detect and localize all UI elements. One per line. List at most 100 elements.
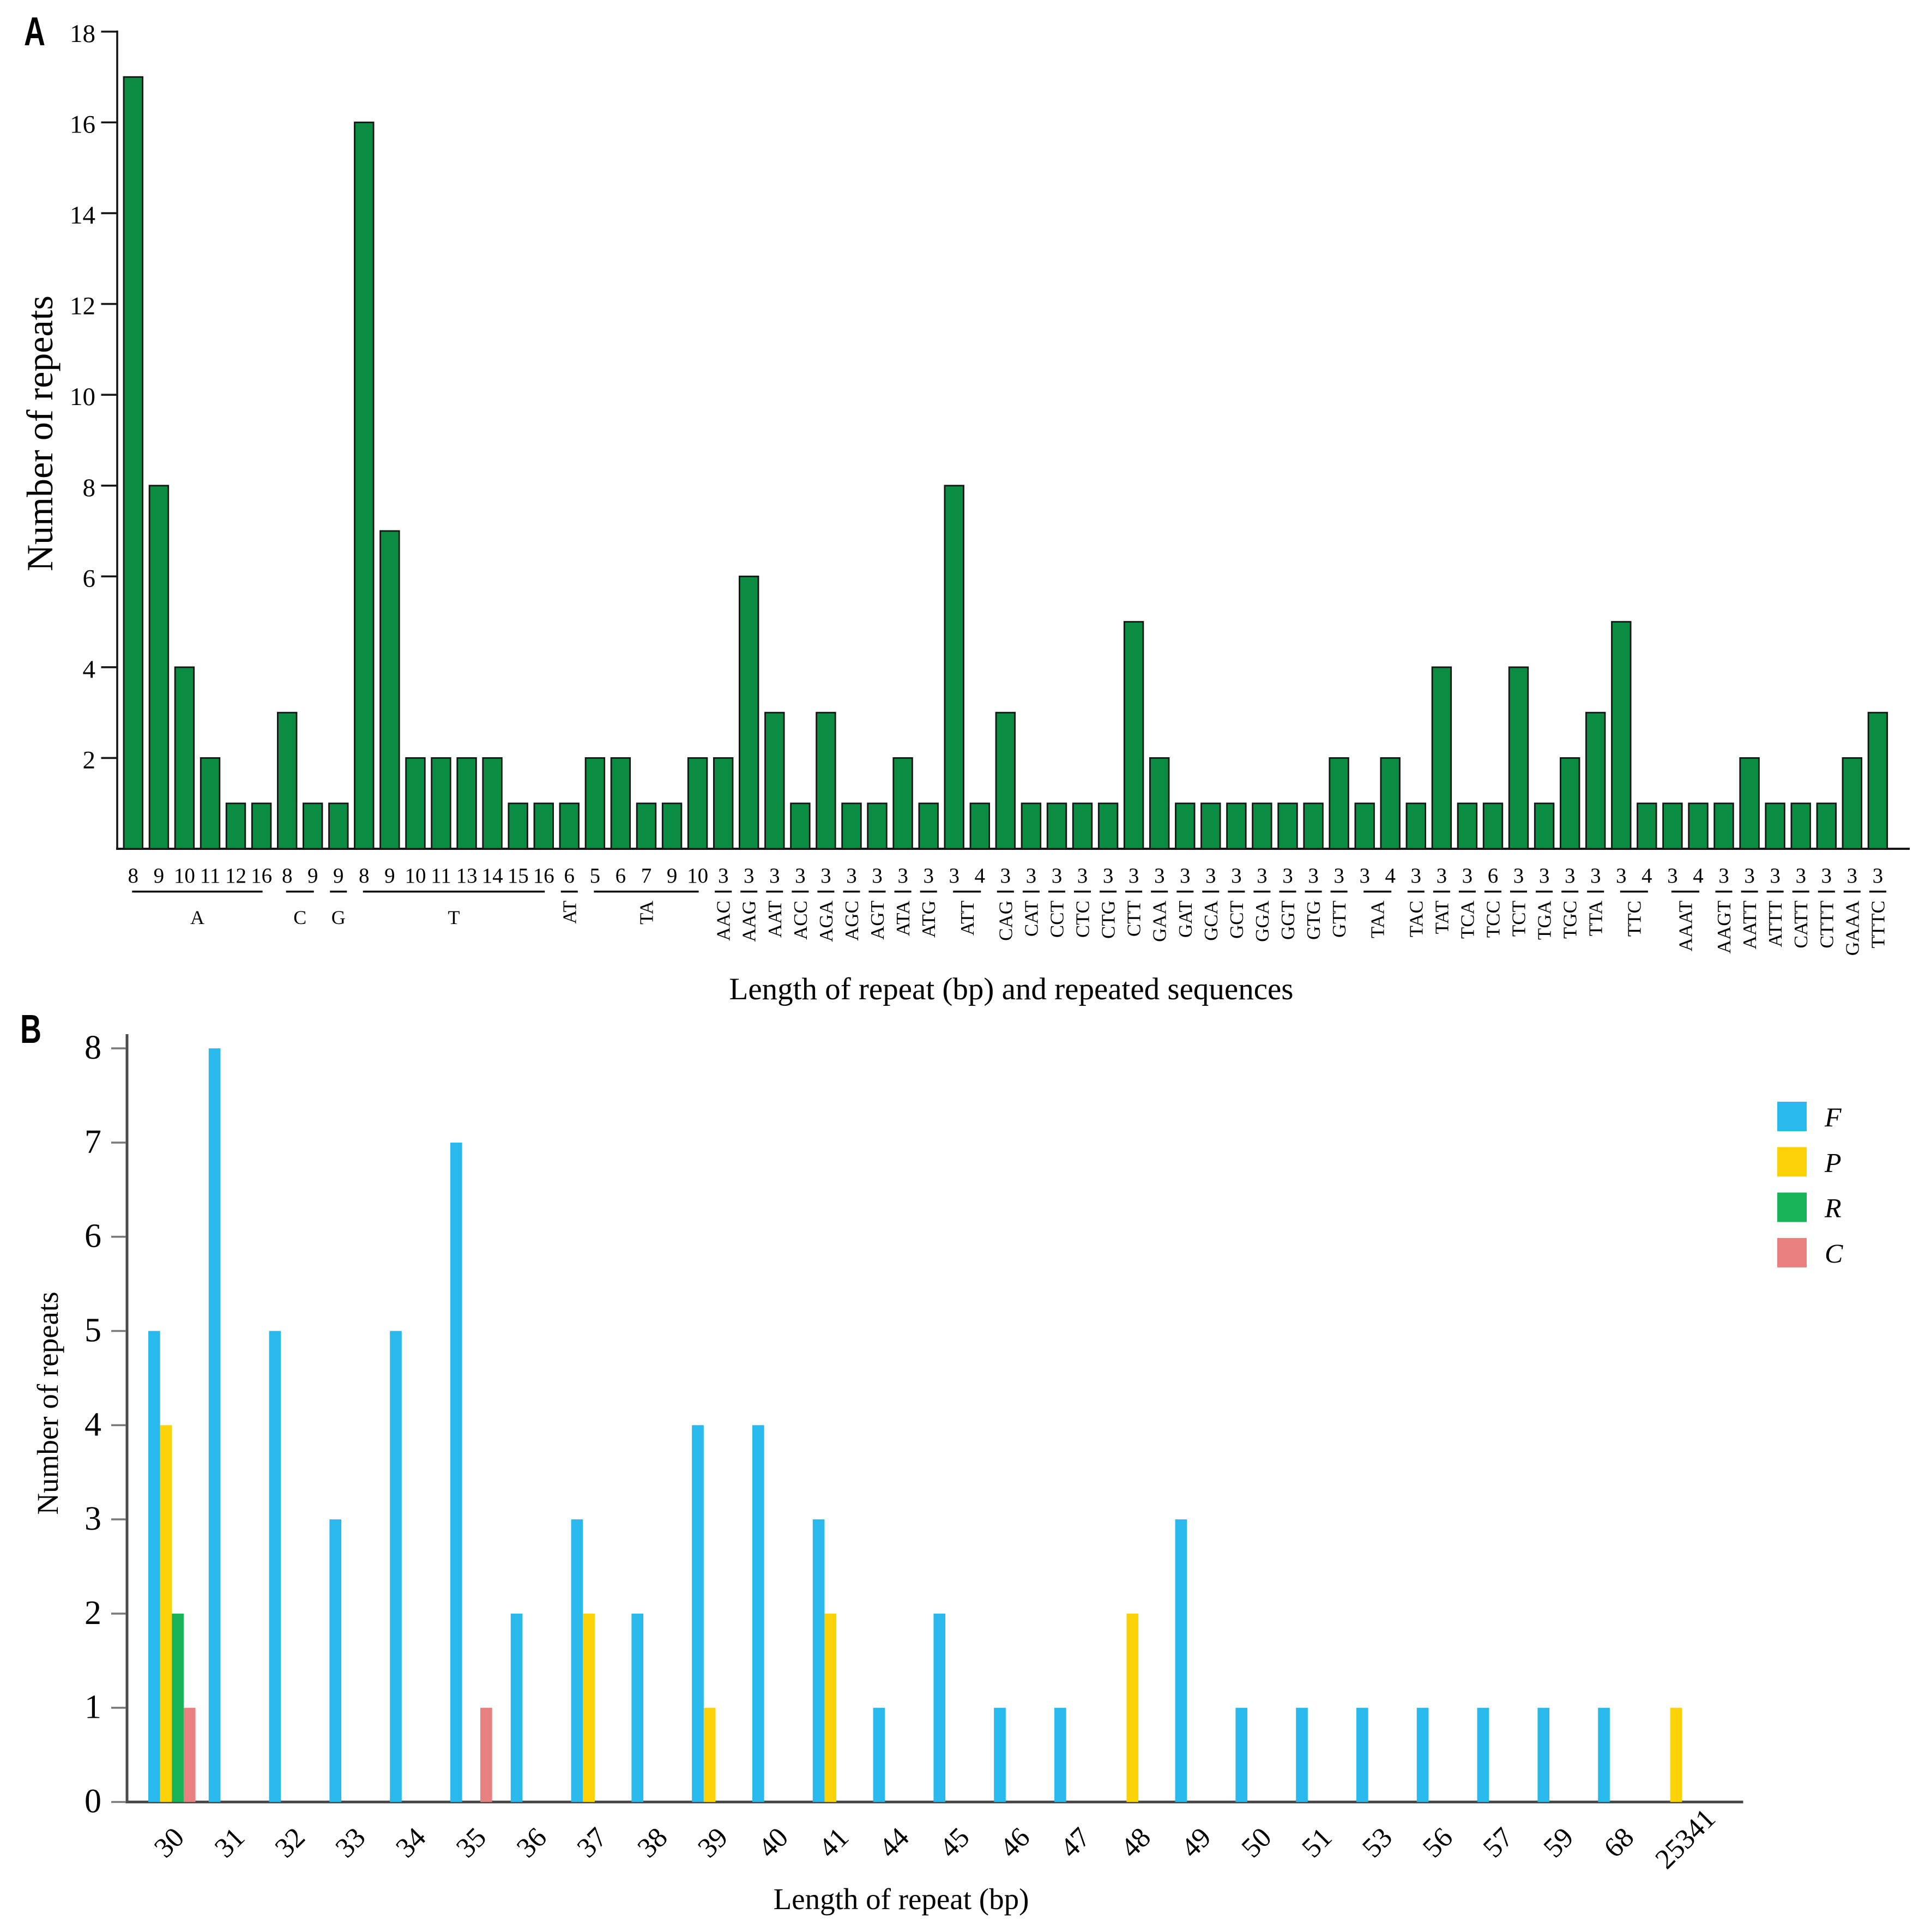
svg-text:TTA: TTA [1585,900,1607,936]
svg-text:AGT: AGT [867,901,888,940]
svg-text:36: 36 [511,1822,553,1864]
svg-text:41: 41 [813,1822,855,1864]
svg-text:TGC: TGC [1560,901,1581,939]
svg-text:12: 12 [225,864,246,887]
svg-text:6: 6 [1488,864,1499,887]
svg-text:A: A [190,907,204,928]
svg-text:8: 8 [359,864,370,887]
svg-text:3: 3 [1154,864,1165,887]
svg-text:57: 57 [1477,1822,1519,1864]
svg-text:38: 38 [631,1822,673,1864]
svg-text:3: 3 [1873,864,1884,887]
svg-text:6: 6 [83,564,96,593]
svg-text:3: 3 [1847,864,1858,887]
svg-text:3: 3 [1180,864,1191,887]
svg-text:CAG: CAG [995,901,1016,941]
svg-text:3: 3 [949,864,959,887]
svg-text:3: 3 [1077,864,1088,887]
svg-text:3: 3 [1103,864,1114,887]
svg-text:53: 53 [1356,1822,1398,1864]
svg-text:6: 6 [615,864,626,887]
svg-text:34: 34 [390,1822,432,1864]
svg-text:3: 3 [1539,864,1550,887]
svg-text:3: 3 [1231,864,1242,887]
svg-text:3: 3 [85,1500,101,1537]
svg-text:3: 3 [1129,864,1139,887]
svg-text:15: 15 [508,864,529,887]
svg-text:F: F [1824,1102,1842,1132]
svg-text:9: 9 [307,864,318,887]
svg-text:8: 8 [282,864,293,887]
svg-text:GGT: GGT [1277,901,1299,940]
svg-text:56: 56 [1417,1822,1459,1864]
svg-text:39: 39 [692,1822,734,1864]
svg-text:5: 5 [85,1312,101,1349]
svg-text:AAG: AAG [739,901,760,942]
svg-text:0: 0 [85,1783,101,1820]
svg-text:TTC: TTC [1624,901,1645,937]
svg-text:30: 30 [148,1822,190,1864]
svg-text:3: 3 [1411,864,1422,887]
svg-text:51: 51 [1296,1822,1338,1864]
svg-text:35: 35 [450,1822,492,1864]
svg-text:3: 3 [1257,864,1268,887]
svg-text:ATT: ATT [957,901,978,935]
svg-text:TAA: TAA [1367,900,1389,938]
svg-text:3: 3 [744,864,755,887]
svg-text:33: 33 [329,1822,371,1864]
svg-text:4: 4 [1642,864,1652,887]
svg-text:10: 10 [174,864,195,887]
svg-text:ATG: ATG [918,901,939,938]
svg-text:Number of repeats: Number of repeats [19,295,61,571]
svg-text:3: 3 [1513,864,1524,887]
svg-text:3: 3 [1282,864,1293,887]
svg-text:C: C [293,907,306,928]
svg-text:CTG: CTG [1098,901,1119,939]
svg-text:GTG: GTG [1303,901,1324,940]
svg-text:3: 3 [1359,864,1370,887]
svg-text:37: 37 [571,1822,613,1864]
svg-text:2: 2 [85,1595,101,1632]
svg-text:10: 10 [405,864,426,887]
svg-text:48: 48 [1115,1822,1157,1864]
svg-text:3: 3 [1795,864,1806,887]
svg-text:3: 3 [846,864,857,887]
svg-text:47: 47 [1054,1822,1096,1864]
svg-text:9: 9 [384,864,395,887]
svg-text:4: 4 [83,655,96,684]
svg-text:C: C [1825,1238,1843,1269]
svg-text:46: 46 [994,1822,1036,1864]
svg-text:3: 3 [897,864,908,887]
svg-text:32: 32 [269,1822,311,1864]
svg-text:16: 16 [70,111,95,139]
svg-text:8: 8 [83,474,96,502]
svg-text:14: 14 [70,201,95,230]
svg-text:GTT: GTT [1329,901,1350,938]
svg-text:16: 16 [251,864,272,887]
svg-text:3: 3 [872,864,883,887]
svg-text:40: 40 [752,1822,794,1864]
svg-text:CTT: CTT [1124,901,1145,937]
svg-text:50: 50 [1235,1822,1277,1864]
svg-text:B: B [20,1006,41,1052]
svg-text:GAAA: GAAA [1842,900,1863,956]
svg-text:4: 4 [1693,864,1704,887]
svg-text:1: 1 [85,1689,101,1726]
svg-text:CCT: CCT [1047,901,1068,938]
svg-text:59: 59 [1537,1822,1579,1864]
svg-text:10: 10 [687,864,708,887]
svg-text:16: 16 [533,864,554,887]
svg-text:8: 8 [128,864,139,887]
svg-text:3: 3 [1000,864,1011,887]
svg-text:3: 3 [1026,864,1037,887]
svg-text:GAA: GAA [1149,900,1170,942]
svg-text:AAC: AAC [713,901,734,941]
svg-text:45: 45 [933,1822,975,1864]
svg-text:18: 18 [70,20,95,48]
svg-text:AAGT: AAGT [1713,901,1735,953]
svg-text:AGC: AGC [841,901,862,941]
svg-text:3: 3 [1565,864,1576,887]
svg-text:5: 5 [590,864,601,887]
svg-text:3: 3 [1437,864,1447,887]
svg-text:TCA: TCA [1457,900,1478,939]
